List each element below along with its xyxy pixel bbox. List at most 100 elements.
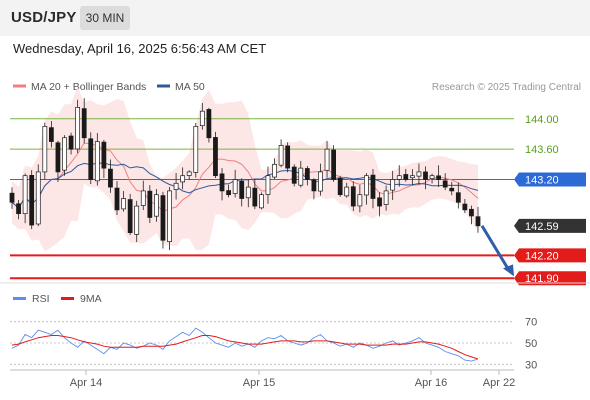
- candle-body: [114, 187, 120, 211]
- candle: [469, 205, 474, 225]
- candle-body: [134, 205, 140, 235]
- candle-body: [160, 195, 166, 241]
- rsi-tick-0: 70: [525, 317, 537, 329]
- candle: [16, 200, 21, 220]
- candle-body: [167, 190, 172, 242]
- candle-body: [206, 109, 212, 139]
- level-label-3: 142.59: [525, 221, 559, 233]
- candle-body: [140, 190, 146, 206]
- candle-body: [291, 166, 297, 184]
- candle-body: [55, 142, 61, 173]
- candle: [9, 187, 15, 209]
- candle-body: [127, 199, 133, 234]
- candle: [350, 181, 356, 212]
- candle: [442, 173, 448, 191]
- candle: [29, 170, 35, 230]
- candle-body: [475, 216, 481, 227]
- rsi-legend: RSI 9MA: [13, 293, 102, 305]
- candle: [219, 168, 225, 201]
- rsi-ma-line: [11, 335, 479, 360]
- legend: MA 20 + Bollinger Bands MA 50: [13, 81, 205, 93]
- rsi-legend-label-1: 9MA: [80, 293, 102, 305]
- candle: [462, 198, 468, 214]
- rsi-line: [11, 327, 479, 362]
- candle: [285, 142, 291, 173]
- level-label-1: 143.60: [525, 144, 559, 156]
- legend-swatch-0: [13, 84, 26, 88]
- candle-body: [239, 180, 245, 199]
- level-tag-4: [514, 248, 586, 263]
- rsi-tick-1: 50: [525, 338, 537, 350]
- candle-body: [252, 187, 258, 207]
- candle-body: [285, 145, 291, 169]
- candle: [370, 169, 376, 209]
- candle: [140, 180, 146, 211]
- candle-body: [108, 168, 113, 188]
- candle: [245, 179, 251, 208]
- symbol-title: USD/JPY: [11, 9, 77, 26]
- candle: [114, 181, 120, 216]
- candle: [180, 167, 186, 190]
- candle-body: [62, 137, 67, 171]
- candle: [68, 132, 74, 155]
- candle: [81, 98, 87, 144]
- candle: [344, 182, 350, 198]
- candle-body: [245, 186, 251, 199]
- candle-body: [324, 148, 330, 171]
- forecast-arrow: [480, 225, 514, 277]
- candle: [55, 140, 61, 182]
- candle-body: [94, 141, 100, 182]
- candle-body: [377, 197, 382, 207]
- candle: [383, 185, 389, 211]
- chart-header: USD/JPY 30 MIN: [0, 0, 590, 36]
- level-label-0: 144.00: [525, 114, 559, 126]
- candle-body: [154, 194, 159, 217]
- candle-body: [193, 126, 199, 173]
- level-labels: 144.00 143.60 143.20 142.59 142.20 141.90: [514, 114, 586, 286]
- candle: [278, 139, 284, 168]
- candle-body: [364, 175, 369, 196]
- candle: [272, 158, 277, 180]
- level-label-2: 143.20: [525, 175, 559, 187]
- candle-body: [213, 137, 218, 177]
- candle: [409, 169, 415, 186]
- candle-body: [331, 149, 336, 180]
- candle-body: [455, 192, 461, 203]
- candle-body: [48, 127, 54, 142]
- forecast-arrow-shaft: [480, 225, 511, 272]
- rsi-legend-label-0: RSI: [32, 293, 50, 305]
- candle: [154, 189, 159, 222]
- x-tick-label-2: Apr 16: [415, 377, 447, 389]
- candle-body: [442, 180, 448, 188]
- x-tick-label-0: Apr 14: [70, 377, 102, 389]
- candles: [9, 98, 481, 251]
- candle: [436, 165, 442, 188]
- candle: [259, 192, 264, 210]
- x-tick-label-1: Apr 15: [243, 377, 275, 389]
- candle: [455, 182, 461, 209]
- candle: [121, 191, 126, 212]
- candle: [206, 107, 212, 143]
- candle-body: [68, 135, 74, 150]
- timeframe-badge[interactable]: 30 MIN: [80, 6, 130, 30]
- chart-panel: [0, 36, 590, 400]
- candle: [304, 165, 310, 186]
- candle-body: [344, 186, 350, 197]
- candle: [265, 166, 271, 204]
- rsi-chart: 70 50 30: [10, 317, 537, 371]
- candle: [475, 206, 481, 233]
- candle-body: [337, 177, 343, 196]
- candle-body: [226, 190, 231, 196]
- candle-body: [462, 203, 468, 211]
- candle-body: [9, 192, 15, 203]
- legend-swatch-1: [157, 84, 170, 88]
- candle: [396, 165, 402, 187]
- credit-label: Research © 2025 Trading Central: [432, 82, 581, 93]
- timestamp-label: Wednesday, April 16, 2025 6:56:43 AM CET: [13, 41, 267, 56]
- candle-body: [416, 171, 422, 177]
- candle-body: [75, 107, 81, 150]
- candle-body: [350, 186, 356, 207]
- candle: [42, 122, 48, 180]
- candle-body: [311, 179, 317, 192]
